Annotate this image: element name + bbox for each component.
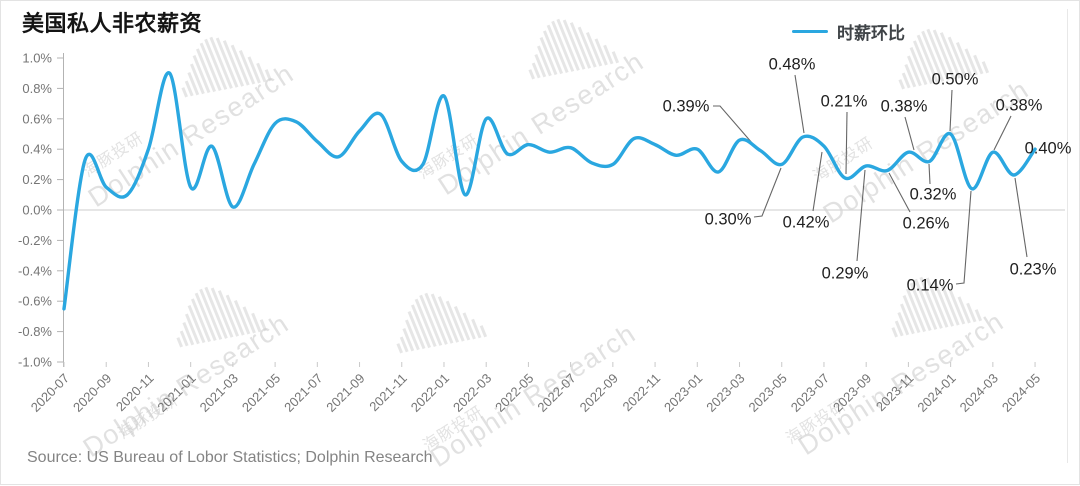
- x-tick-label: 2022-01: [408, 371, 452, 415]
- y-tick-label: 0.2%: [22, 172, 52, 187]
- data-label: 0.38%: [996, 97, 1043, 115]
- dolphin-logo-watermark: [528, 18, 620, 80]
- x-tick-label: 2021-09: [323, 371, 367, 415]
- chart-title: 美国私人非农薪资: [22, 11, 203, 36]
- data-label: 0.26%: [903, 215, 950, 233]
- data-label: 0.32%: [910, 186, 957, 204]
- series-line: [62, 71, 1037, 311]
- y-tick-label: -0.4%: [18, 263, 52, 278]
- data-label-layer: 0.39% 0.30% 0.48% 0.42% 0.21% 0.29% 0.26% 0.38%…: [663, 56, 1072, 295]
- x-tick-label: 2021-05: [239, 371, 283, 415]
- dolphin-logo-watermark: [396, 292, 488, 354]
- y-tick-label: -0.6%: [18, 294, 52, 309]
- legend: 时薪环比: [792, 19, 905, 44]
- x-tick-label: 2021-07: [281, 371, 325, 415]
- x-tick-label: 2020-07: [28, 371, 72, 415]
- data-label: 0.23%: [1010, 261, 1057, 279]
- data-label: 0.21%: [821, 93, 868, 111]
- y-axis: 1.0% 0.8% 0.6% 0.4% 0.2% 0.0% -0.2% -0.4% -0.6% -…: [18, 51, 64, 370]
- data-label: 0.39%: [663, 98, 710, 116]
- x-tick-label: 2023-05: [746, 371, 790, 415]
- y-tick-label: -1.0%: [18, 355, 52, 370]
- y-tick-label: 0.6%: [22, 111, 52, 126]
- y-tick-label: 0.8%: [22, 81, 52, 96]
- y-tick-label: -0.8%: [18, 324, 52, 339]
- source-note: Source: US Bureau of Lobor Statistics; D…: [27, 449, 433, 466]
- data-label: 0.38%: [881, 98, 928, 116]
- data-label: 0.30%: [705, 211, 752, 229]
- x-tick-label: 2023-01: [661, 371, 705, 415]
- dolphin-logo-watermark: [898, 28, 990, 90]
- y-tick-label: 1.0%: [22, 51, 52, 66]
- x-tick-label: 2024-03: [957, 371, 1001, 415]
- data-label: 0.42%: [783, 214, 830, 232]
- y-tick-label: -0.2%: [18, 233, 52, 248]
- y-tick-label: 0.0%: [22, 203, 52, 218]
- data-label: 0.40%: [1025, 140, 1072, 158]
- x-tick-label: 2020-09: [70, 371, 114, 415]
- legend-line-swatch: [792, 30, 828, 33]
- annotation-leader-lines: [713, 74, 1028, 285]
- data-label: 0.29%: [822, 265, 869, 283]
- x-tick-label: 2024-05: [999, 371, 1043, 415]
- legend-label: 时薪环比: [837, 24, 905, 43]
- data-label: 0.48%: [769, 56, 816, 74]
- dolphin-logo-watermark: [891, 276, 983, 338]
- x-tick-label: 2021-11: [366, 371, 410, 415]
- dolphin-logo-watermark: [181, 36, 273, 98]
- dolphin-logo-watermark: [176, 286, 268, 348]
- data-label: 0.50%: [932, 71, 979, 89]
- x-tick-label: 2023-03: [703, 371, 747, 415]
- y-tick-label: 0.4%: [22, 142, 52, 157]
- x-tick-label: 2022-11: [620, 371, 664, 415]
- data-label: 0.14%: [907, 277, 954, 295]
